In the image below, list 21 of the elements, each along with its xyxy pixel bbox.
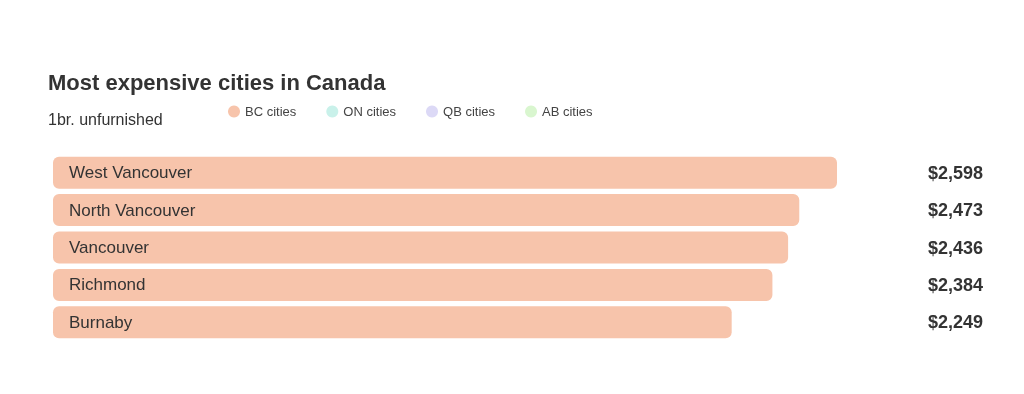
y-tick-label: North Vancouver (69, 200, 196, 220)
chart-title: Most expensive cities in Canada (48, 69, 387, 95)
bar (53, 156, 837, 189)
legend-label: BC cities (245, 104, 297, 119)
y-tick-label: West Vancouver (69, 163, 193, 183)
y-tick-label: Richmond (69, 275, 146, 295)
data-label: $2,473 (927, 200, 983, 221)
bar (53, 306, 732, 339)
chart-subtitle: 1br. unfurnished (48, 110, 163, 128)
legend-label: AB cities (542, 104, 594, 119)
legend-label: QB cities (443, 104, 496, 119)
legend-label: ON cities (343, 104, 397, 119)
data-label: $2,249 (927, 312, 983, 333)
bar (53, 194, 800, 227)
data-label: $2,598 (927, 162, 983, 183)
y-tick-label: Vancouver (69, 238, 150, 257)
data-label: $2,384 (927, 274, 983, 295)
y-tick-label: Burnaby (69, 312, 133, 332)
data-label: $2,436 (927, 237, 983, 258)
bar (53, 231, 789, 264)
bar (53, 268, 773, 301)
